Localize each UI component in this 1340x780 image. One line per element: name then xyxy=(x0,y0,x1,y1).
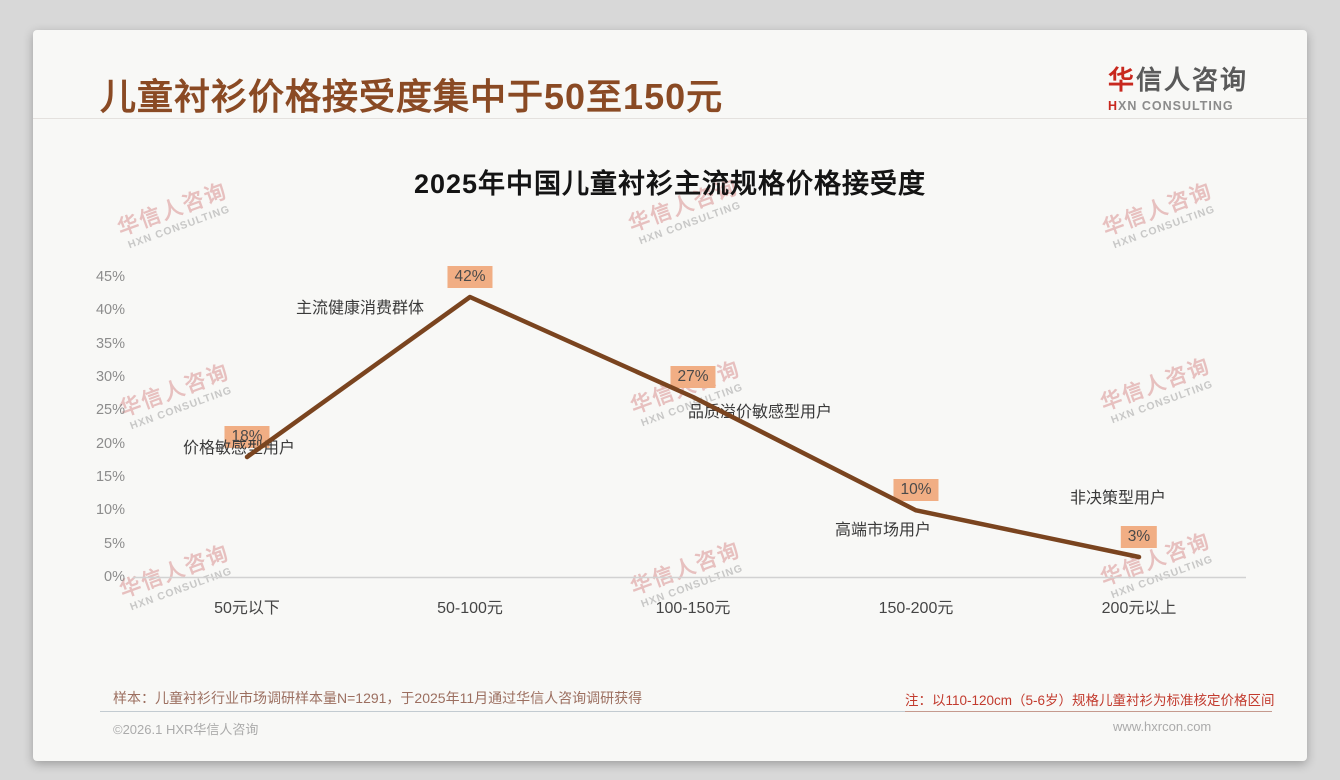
page-title: 儿童衬衫价格接受度集中于50至150元 xyxy=(100,76,724,117)
sample-note: 样本：儿童衬衫行业市场调研样本量N=1291，于2025年11月通过华信人咨询调… xyxy=(113,690,643,706)
x-axis-label: 150-200元 xyxy=(878,600,954,617)
y-axis-tick-label: 35% xyxy=(95,335,125,352)
x-axis-label: 100-150元 xyxy=(655,600,731,617)
data-point-badge: 42% xyxy=(447,266,493,288)
y-axis-tick-label: 45% xyxy=(95,269,125,285)
annotation-price-sensitive-users: 价格敏感型用户 xyxy=(183,440,296,457)
copyright-text: ©2026.1 HXR华信人咨询 xyxy=(113,722,259,737)
data-point-badge: 10% xyxy=(893,479,939,502)
x-axis-label: 200元以上 xyxy=(1101,600,1177,617)
footer-divider xyxy=(100,711,1272,712)
website-text: www.hxrcon.com xyxy=(1113,719,1212,734)
annotation-non-decision-users: 非决策型用户 xyxy=(1070,490,1167,507)
data-point-badge: 27% xyxy=(670,366,716,388)
x-axis-label: 50元以下 xyxy=(214,600,280,617)
y-axis-tick-label: 30% xyxy=(95,369,125,385)
annotation-high-end-market-users: 高端市场用户 xyxy=(835,522,932,539)
y-axis-tick-label: 20% xyxy=(95,435,125,452)
y-axis-tick-label: 10% xyxy=(95,502,125,519)
brand-name-accent: 华 xyxy=(1108,65,1137,95)
x-axis-label: 50-100元 xyxy=(437,600,503,617)
y-axis-tick-label: 5% xyxy=(104,535,125,552)
y-axis-tick-label: 25% xyxy=(95,402,125,419)
annotation-mainstream-health-consumers: 主流健康消费群体 xyxy=(296,300,425,317)
y-axis-tick-label: 0% xyxy=(104,569,125,585)
brand-logo: 华信人咨询 HXN CONSULTING xyxy=(1108,60,1248,113)
brand-name: 华信人咨询 xyxy=(1108,60,1248,97)
y-axis-tick-label: 40% xyxy=(95,302,125,319)
brand-subtitle-rest: XN CONSULTING xyxy=(1118,99,1234,113)
brand-subtitle: HXN CONSULTING xyxy=(1108,99,1248,113)
footer-divider-red xyxy=(905,711,1272,712)
price-definition-note: 注：以110-120cm（5-6岁）规格儿童衬衫为标准核定价格区间 xyxy=(905,693,1275,708)
chart-title: 2025年中国儿童衬衫主流规格价格接受度 xyxy=(413,169,927,199)
header-divider xyxy=(33,118,1307,119)
trend-line xyxy=(244,294,1142,560)
data-point-badge: 3% xyxy=(1120,526,1158,548)
annotation-quality-premium-sensitive-users: 品质溢价敏感型用户 xyxy=(688,404,833,421)
y-axis-tick-label: 15% xyxy=(95,469,125,485)
brand-subtitle-accent: H xyxy=(1108,99,1119,113)
brand-name-rest: 信人咨询 xyxy=(1136,65,1249,95)
